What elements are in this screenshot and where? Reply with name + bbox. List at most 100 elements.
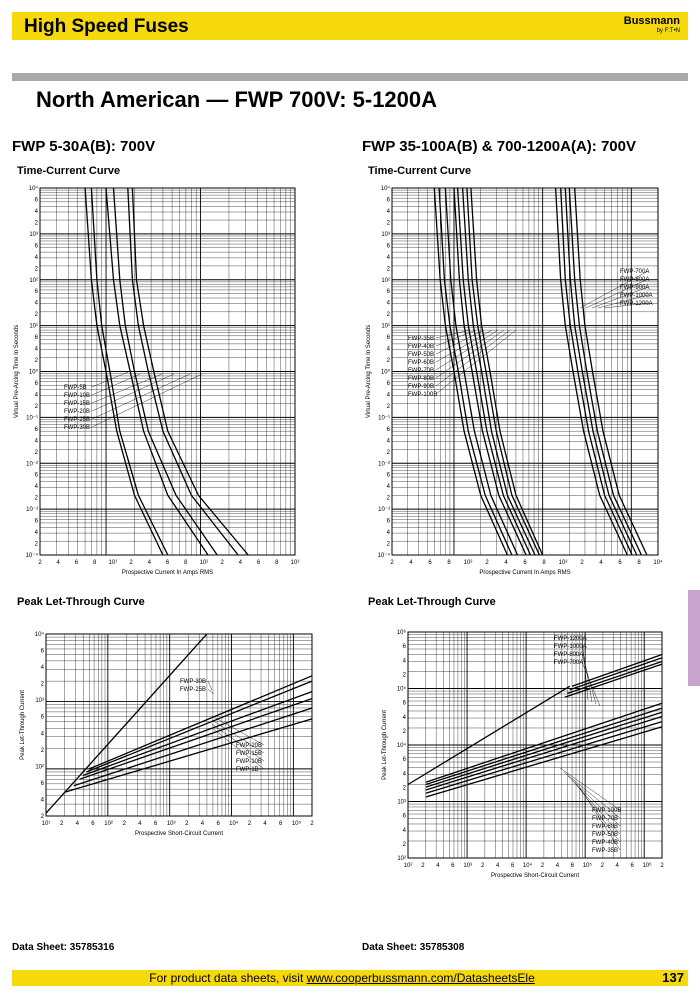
leader-line xyxy=(435,329,499,371)
series-label: FWP-30B xyxy=(64,425,90,431)
header-bar: High Speed Fuses Bussmann by F:T•N xyxy=(12,12,688,40)
x-tick-label: 2 xyxy=(123,821,127,827)
y-tick-label: 4 xyxy=(403,658,407,664)
series-label: FWP-90B xyxy=(408,384,434,390)
y-tick-label: 10⁰ xyxy=(29,369,39,376)
x-tick-label: 10³ xyxy=(559,560,568,566)
y-tick-label: 6 xyxy=(35,519,39,525)
series-line xyxy=(131,187,249,556)
series-label: FWP-20B xyxy=(236,743,262,749)
x-tick-label: 10¹ xyxy=(42,821,51,827)
x-tick-label: 8 xyxy=(275,560,279,566)
x-tick-label: 4 xyxy=(496,863,500,869)
y-tick-label: 4 xyxy=(35,530,39,536)
x-tick-label: 2 xyxy=(421,863,425,869)
leader-line xyxy=(435,329,471,339)
series-label: FWP-700A xyxy=(620,269,649,275)
y-tick-label: 4 xyxy=(41,731,45,737)
y-tick-label: 10⁶ xyxy=(397,629,407,636)
y-tick-label: 2 xyxy=(387,312,391,318)
x-axis-label: Prospective Current In Amps RMS xyxy=(122,570,213,576)
y-tick-label: 6 xyxy=(387,381,391,387)
series-label: FWP-1B xyxy=(236,767,259,773)
y-tick-label: 10⁴ xyxy=(35,631,45,638)
x-tick-label: 6 xyxy=(618,560,622,566)
y-tick-label: 6 xyxy=(403,644,407,650)
x-tick-label: 8 xyxy=(542,560,546,566)
y-tick-label: 10² xyxy=(35,764,44,770)
y-tick-label: 4 xyxy=(35,392,39,398)
x-tick-label: 10³ xyxy=(167,821,176,827)
x-tick-label: 4 xyxy=(409,560,413,566)
plot-frame xyxy=(407,631,663,859)
series-label: FWP-80B xyxy=(408,376,434,382)
footer-text: For product data sheets, visit www.coope… xyxy=(12,971,672,985)
y-tick-label: 2 xyxy=(35,496,39,502)
right-plt-title: Peak Let-Through Curve xyxy=(368,596,496,608)
y-tick-label: 10⁴ xyxy=(381,185,391,192)
x-tick-label: 10³ xyxy=(291,560,300,566)
y-tick-label: 10² xyxy=(29,278,38,284)
series-line xyxy=(574,187,648,556)
leader-line xyxy=(91,373,175,412)
x-tick-label: 4 xyxy=(504,560,508,566)
left-tc-title: Time-Current Curve xyxy=(17,165,121,177)
x-tick-label: 10² xyxy=(200,560,209,566)
series-line xyxy=(127,187,239,556)
y-tick-label: 2 xyxy=(35,312,39,318)
y-tick-label: 6 xyxy=(387,427,391,433)
leader-line xyxy=(211,715,265,746)
leader-line xyxy=(91,373,203,428)
y-tick-label: 10⁻⁴ xyxy=(26,552,39,559)
series-line xyxy=(73,707,313,787)
y-tick-label: 4 xyxy=(403,715,407,721)
x-tick-label: 10³ xyxy=(463,863,472,869)
y-tick-label: 10¹ xyxy=(381,324,390,330)
series-label: FWP-35B xyxy=(408,336,434,342)
leader-line xyxy=(563,771,621,819)
y-tick-label: 4 xyxy=(387,255,391,261)
y-tick-label: 2 xyxy=(35,404,39,410)
series-line xyxy=(425,720,663,794)
y-tick-label: 6 xyxy=(35,427,39,433)
datasheets-link[interactable]: www.cooperbussmann.com/DatasheetsEle xyxy=(306,971,535,985)
leader-line xyxy=(435,329,517,395)
series-line xyxy=(470,187,544,556)
y-tick-label: 6 xyxy=(387,289,391,295)
series-line xyxy=(86,680,313,773)
y-tick-label: 4 xyxy=(41,665,45,671)
y-tick-label: 10⁻¹ xyxy=(26,415,38,421)
x-tick-label: 2 xyxy=(485,560,489,566)
series-label: FWP-1000A xyxy=(554,644,587,650)
y-tick-label: 6 xyxy=(387,335,391,341)
y-axis-label: Virtual Pre-Arcing Time In Seconds xyxy=(14,325,20,418)
x-tick-label: 10² xyxy=(404,863,413,869)
y-tick-label: 6 xyxy=(403,701,407,707)
y-tick-label: 2 xyxy=(403,785,407,791)
x-tick-label: 2 xyxy=(129,560,133,566)
y-tick-label: 6 xyxy=(35,243,39,249)
series-line xyxy=(82,690,313,777)
series-label: FWP-100B xyxy=(592,808,621,814)
y-tick-label: 2 xyxy=(387,404,391,410)
x-tick-label: 2 xyxy=(185,821,189,827)
y-tick-label: 2 xyxy=(35,266,39,272)
section-tab xyxy=(688,590,700,686)
x-tick-label: 10⁴ xyxy=(229,820,239,827)
series-line xyxy=(571,653,663,687)
leader-line xyxy=(91,371,129,388)
leader-line xyxy=(435,329,493,363)
right-datasheet-number: Data Sheet: 35785308 xyxy=(362,942,465,953)
x-tick-label: 4 xyxy=(599,560,603,566)
footer-prefix: For product data sheets, visit xyxy=(149,971,307,985)
x-tick-label: 6 xyxy=(257,560,261,566)
leader-line xyxy=(211,727,265,770)
right-tc-title: Time-Current Curve xyxy=(368,165,472,177)
plot-frame xyxy=(391,187,659,556)
x-tick-label: 10⁴ xyxy=(523,862,533,869)
series-line xyxy=(84,187,164,556)
x-tick-label: 10¹ xyxy=(109,560,118,566)
series-line xyxy=(90,187,169,556)
leader-line xyxy=(579,787,621,851)
y-tick-label: 2 xyxy=(387,450,391,456)
